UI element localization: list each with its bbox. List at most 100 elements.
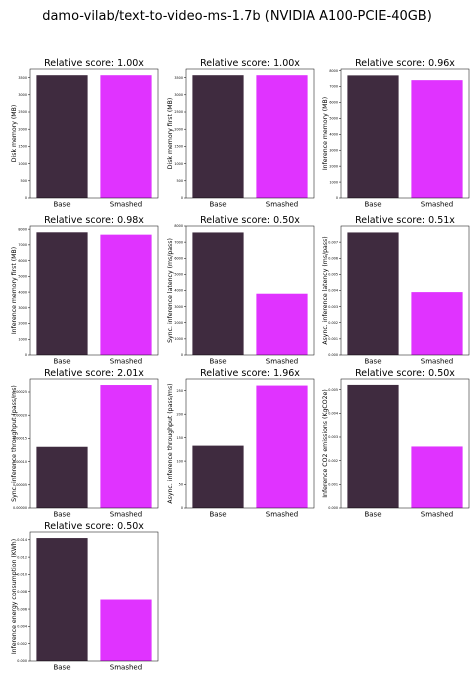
- y-tick-label: 0.000: [328, 353, 338, 357]
- y-tick-label: 8000: [174, 224, 183, 228]
- y-tick-label: 500: [21, 179, 27, 183]
- y-axis-label: Async. inference latency (ms/pass): [322, 236, 329, 344]
- y-tick-label: 0.002: [328, 459, 338, 463]
- y-tick-label: 0.006: [17, 607, 27, 611]
- y-tick-label: 5000: [329, 117, 338, 121]
- y-tick-label: 4000: [174, 289, 183, 293]
- y-tick-label: 3000: [329, 148, 338, 152]
- plot-frame: [29, 225, 159, 356]
- y-axis-label: Sync. inference throughput (pass/ms): [11, 385, 18, 502]
- plot-frame: [185, 68, 315, 199]
- x-tick-label: Base: [209, 358, 226, 366]
- y-tick-label: 0.004: [328, 412, 338, 416]
- y-tick-label: 0.012: [17, 555, 27, 559]
- x-tick-label: Base: [53, 201, 70, 209]
- y-axis-label: Inference energy consumption (KWh): [11, 539, 18, 654]
- bar-smashed: [256, 75, 308, 198]
- bar-smashed: [256, 385, 308, 508]
- bar-smashed: [411, 446, 463, 508]
- bar-base: [192, 75, 244, 198]
- y-tick-label: 1000: [174, 337, 183, 341]
- y-tick-label: 1500: [174, 145, 183, 149]
- y-tick-label: 2000: [18, 127, 27, 131]
- y-axis-label: Inference memory first (MB): [11, 247, 18, 334]
- bar-base: [347, 75, 399, 198]
- bar-smashed: [411, 80, 463, 198]
- chart-panel-1: Relative score: 1.00x Disk memory (MB) 0 50…: [11, 58, 159, 209]
- y-tick-label: 2000: [174, 127, 183, 131]
- y-axis-label: Inference memory (MB): [322, 97, 329, 170]
- plot-frame: [29, 68, 159, 199]
- chart-title: Relative score: 1.00x: [200, 58, 300, 69]
- y-tick-label: 3000: [174, 93, 183, 97]
- bar-smashed: [100, 599, 152, 661]
- y-tick-label: 6000: [18, 259, 27, 263]
- y-tick-label: 0.00015: [13, 437, 27, 441]
- x-tick-label: Smashed: [266, 201, 298, 209]
- y-tick-label: 7000: [329, 85, 338, 89]
- chart-panel-3: Relative score: 0.96x Inference memory (M…: [322, 58, 470, 209]
- x-tick-label: Base: [364, 358, 381, 366]
- x-tick-label: Smashed: [421, 358, 453, 366]
- y-tick-label: 0.004: [17, 625, 27, 629]
- y-tick-label: 8000: [18, 227, 27, 231]
- bar-base: [36, 232, 88, 355]
- bar-base: [347, 384, 399, 508]
- y-tick-label: 0.004: [328, 289, 338, 293]
- y-tick-label: 0.007: [328, 240, 338, 244]
- y-tick-label: 2500: [174, 110, 183, 114]
- figure-title: damo-vilab/text-to-video-ms-1.7b (NVIDIA…: [42, 9, 432, 24]
- y-tick-label: 6000: [329, 101, 338, 105]
- y-tick-label: 0.005: [328, 388, 338, 392]
- y-tick-label: 0.005: [328, 273, 338, 277]
- y-tick-label: 100: [177, 459, 183, 463]
- y-tick-label: 6000: [174, 256, 183, 260]
- y-tick-label: 0.010: [17, 573, 27, 577]
- x-tick-label: Base: [209, 201, 226, 209]
- x-tick-label: Smashed: [421, 201, 453, 209]
- bar-smashed: [100, 385, 152, 508]
- x-tick-label: Smashed: [110, 511, 142, 519]
- y-tick-label: 5000: [174, 273, 183, 277]
- x-tick-label: Smashed: [421, 511, 453, 519]
- chart-title: Relative score: 0.50x: [44, 521, 144, 532]
- y-tick-label: 0: [181, 506, 183, 510]
- bar-base: [347, 232, 399, 355]
- y-tick-label: 0.002: [17, 642, 27, 646]
- y-tick-label: 1500: [18, 145, 27, 149]
- y-tick-label: 7000: [174, 240, 183, 244]
- chart-panel-9: Relative score: 0.50x Inference CO2 emiss…: [322, 368, 470, 519]
- x-tick-label: Smashed: [110, 201, 142, 209]
- y-tick-label: 3000: [18, 93, 27, 97]
- chart-title: Relative score: 0.96x: [355, 58, 455, 69]
- y-tick-label: 1000: [329, 180, 338, 184]
- chart-title: Relative score: 0.98x: [44, 215, 144, 226]
- bar-base: [192, 445, 244, 508]
- bar-smashed: [256, 293, 308, 355]
- y-axis-label: Disk memory first (MB): [167, 98, 174, 170]
- y-tick-label: 0.00010: [13, 460, 27, 464]
- x-tick-label: Base: [364, 511, 381, 519]
- y-tick-label: 0: [336, 196, 338, 200]
- chart-title: Relative score: 1.00x: [44, 58, 144, 69]
- y-tick-label: 0.00000: [13, 506, 27, 510]
- x-tick-label: Base: [53, 511, 70, 519]
- plot-frame: [340, 225, 470, 356]
- bar-base: [36, 538, 88, 661]
- y-tick-label: 5000: [18, 275, 27, 279]
- y-tick-label: 4000: [329, 132, 338, 136]
- y-tick-label: 250: [177, 389, 183, 393]
- plot-frame: [29, 531, 159, 662]
- y-axis-label: Async. inference throughput (pass/ms): [167, 383, 174, 503]
- chart-title: Relative score: 0.50x: [200, 215, 300, 226]
- chart-panel-8: Relative score: 1.96x Async. inference th…: [167, 368, 315, 519]
- y-tick-label: 7000: [18, 243, 27, 247]
- y-tick-label: 0.00020: [13, 413, 27, 417]
- y-tick-label: 0: [25, 196, 27, 200]
- bar-base: [36, 446, 88, 508]
- y-tick-label: 50: [179, 483, 183, 487]
- y-axis-label: Inference CO2 emissions (KgCO2e): [322, 389, 329, 498]
- x-tick-label: Smashed: [266, 358, 298, 366]
- bar-base: [192, 232, 244, 355]
- chart-panel-6: Relative score: 0.51x Async. inference la…: [322, 215, 470, 366]
